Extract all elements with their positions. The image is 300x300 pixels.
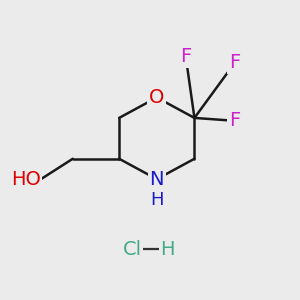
Text: N: N — [149, 170, 164, 189]
Text: H: H — [150, 191, 164, 209]
Text: HO: HO — [11, 170, 41, 189]
Text: H: H — [160, 240, 174, 259]
Text: F: F — [230, 53, 241, 72]
Text: F: F — [230, 111, 241, 130]
Text: F: F — [180, 47, 191, 66]
Text: Cl: Cl — [123, 240, 142, 259]
Text: O: O — [149, 88, 164, 107]
